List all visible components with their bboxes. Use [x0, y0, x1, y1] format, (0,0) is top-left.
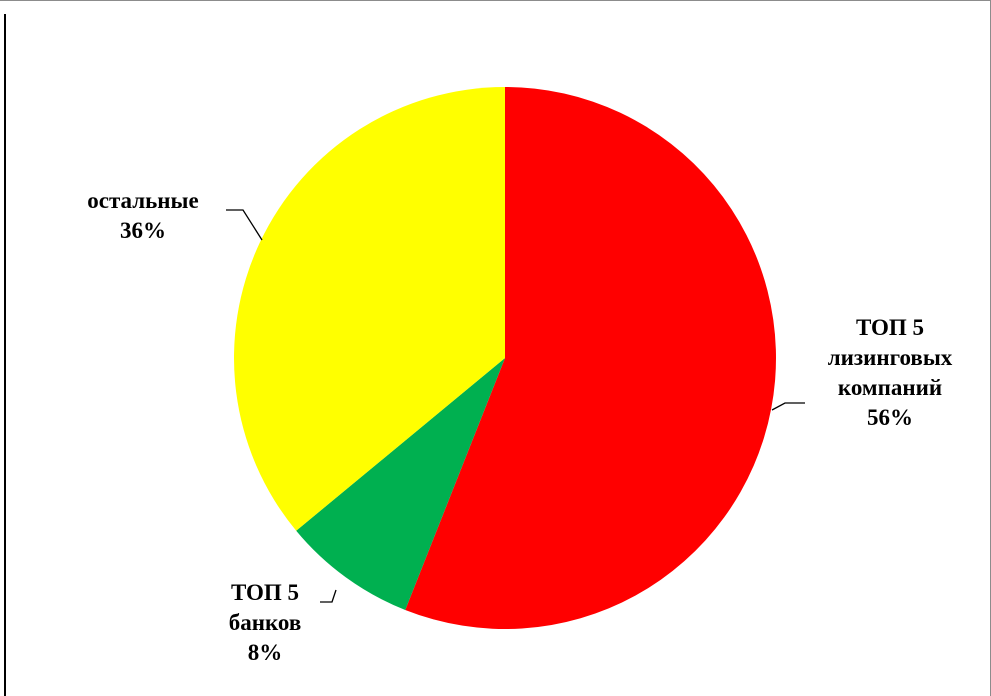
slice-name-line: ТОП 5 [230, 580, 300, 605]
leader-line-top5-banks [320, 589, 337, 603]
slice-percent: 8% [247, 640, 283, 665]
slice-label-top5-banks: ТОП 5 банков 8% [205, 578, 325, 668]
slice-percent: 36% [120, 218, 166, 243]
slice-label-top5-leasing: ТОП 5 лизинговых компаний 56% [790, 313, 990, 433]
leader-line-top5-leasing [771, 402, 805, 411]
slice-label-others: остальные 36% [58, 186, 228, 246]
slice-top5-leasing [405, 87, 777, 630]
slice-others [234, 87, 505, 531]
slice-top5-banks [296, 358, 505, 610]
frame-left-border [4, 14, 6, 696]
slice-name-line: банков [228, 610, 302, 635]
slice-name-line: остальные [87, 188, 199, 213]
leader-lines [226, 209, 805, 603]
slice-name-line: ТОП 5 [855, 315, 925, 340]
slice-name-line: лизинговых [827, 345, 953, 370]
slice-name-line: компаний [837, 375, 943, 400]
leader-line-others [226, 209, 263, 241]
pie-slices [234, 87, 777, 630]
slice-percent: 56% [867, 405, 913, 430]
